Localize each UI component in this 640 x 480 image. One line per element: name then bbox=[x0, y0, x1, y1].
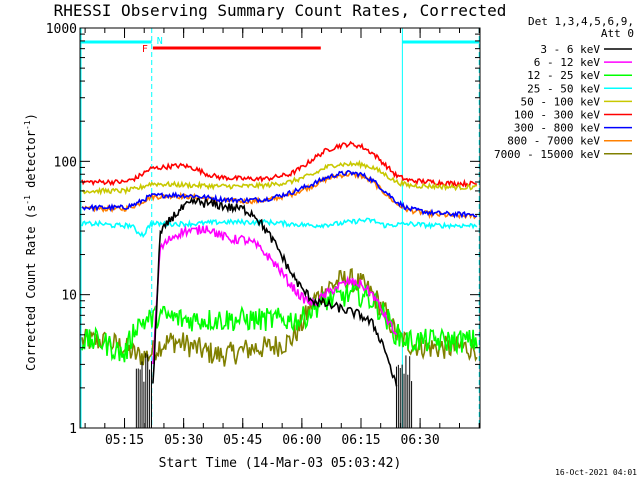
timestamp: 16-Oct-2021 04:01 bbox=[555, 468, 637, 477]
y-axis-label-sup1: -1 bbox=[23, 195, 32, 205]
legend-header-line2: Att 0 bbox=[601, 27, 634, 40]
y-axis-label: Corrected Count Rate (s-1 detector-1) bbox=[23, 113, 38, 371]
y-tick-label: 10 bbox=[61, 289, 77, 304]
series-line bbox=[152, 224, 398, 365]
x-tick-label: 06:15 bbox=[341, 433, 380, 448]
series-line bbox=[81, 140, 477, 189]
legend-entry-label: 50 - 100 keV bbox=[521, 95, 601, 108]
legend-entry-label: 6 - 12 keV bbox=[534, 56, 601, 69]
y-axis-label-mid: detector bbox=[24, 130, 38, 195]
legend-entry-label: 100 - 300 keV bbox=[514, 109, 600, 122]
chart-title: RHESSI Observing Summary Count Rates, Co… bbox=[54, 1, 507, 20]
legend-entry-label: 3 - 6 keV bbox=[540, 43, 600, 56]
y-axis-label-main: Corrected Count Rate (s bbox=[24, 205, 38, 371]
y-axis-label-sup2: -1 bbox=[23, 120, 32, 130]
plot-frame bbox=[79, 27, 481, 429]
data-group bbox=[80, 28, 480, 428]
series-line bbox=[81, 217, 478, 239]
night-flag-label: N bbox=[157, 36, 163, 47]
x-tick-label: 05:30 bbox=[164, 433, 203, 448]
series-line bbox=[81, 169, 478, 219]
y-tick-label: 100 bbox=[54, 155, 77, 170]
plot-area: FN 1 10 100 1000 05:15 05:30 05:45 06:00 06:15 06:… bbox=[46, 22, 481, 448]
x-tick-label: 06:30 bbox=[401, 433, 440, 448]
x-tick-label: 05:45 bbox=[223, 433, 262, 448]
flare-flag-label: F bbox=[142, 44, 148, 55]
y-tick-label: 1000 bbox=[46, 22, 77, 37]
y-axis-label-end: ) bbox=[24, 113, 38, 120]
x-tick-label: 05:15 bbox=[105, 433, 144, 448]
legend-entry-label: 7000 - 15000 keV bbox=[494, 148, 600, 161]
legend-entry-label: 300 - 800 keV bbox=[514, 122, 600, 135]
y-tick-label: 1 bbox=[69, 422, 77, 437]
x-axis-label: Start Time (14-Mar-03 05:03:42) bbox=[159, 456, 402, 471]
series-line bbox=[81, 159, 478, 196]
legend-header-line1: Det 1,3,4,5,6,9, bbox=[528, 15, 634, 28]
x-tick-label: 06:00 bbox=[282, 433, 321, 448]
legend-entry-label: 25 - 50 keV bbox=[527, 82, 600, 95]
legend-entry-label: 800 - 7000 keV bbox=[507, 135, 600, 148]
legend-entry-label: 12 - 25 keV bbox=[527, 69, 600, 82]
series-line bbox=[152, 196, 398, 387]
series-line bbox=[81, 282, 478, 363]
